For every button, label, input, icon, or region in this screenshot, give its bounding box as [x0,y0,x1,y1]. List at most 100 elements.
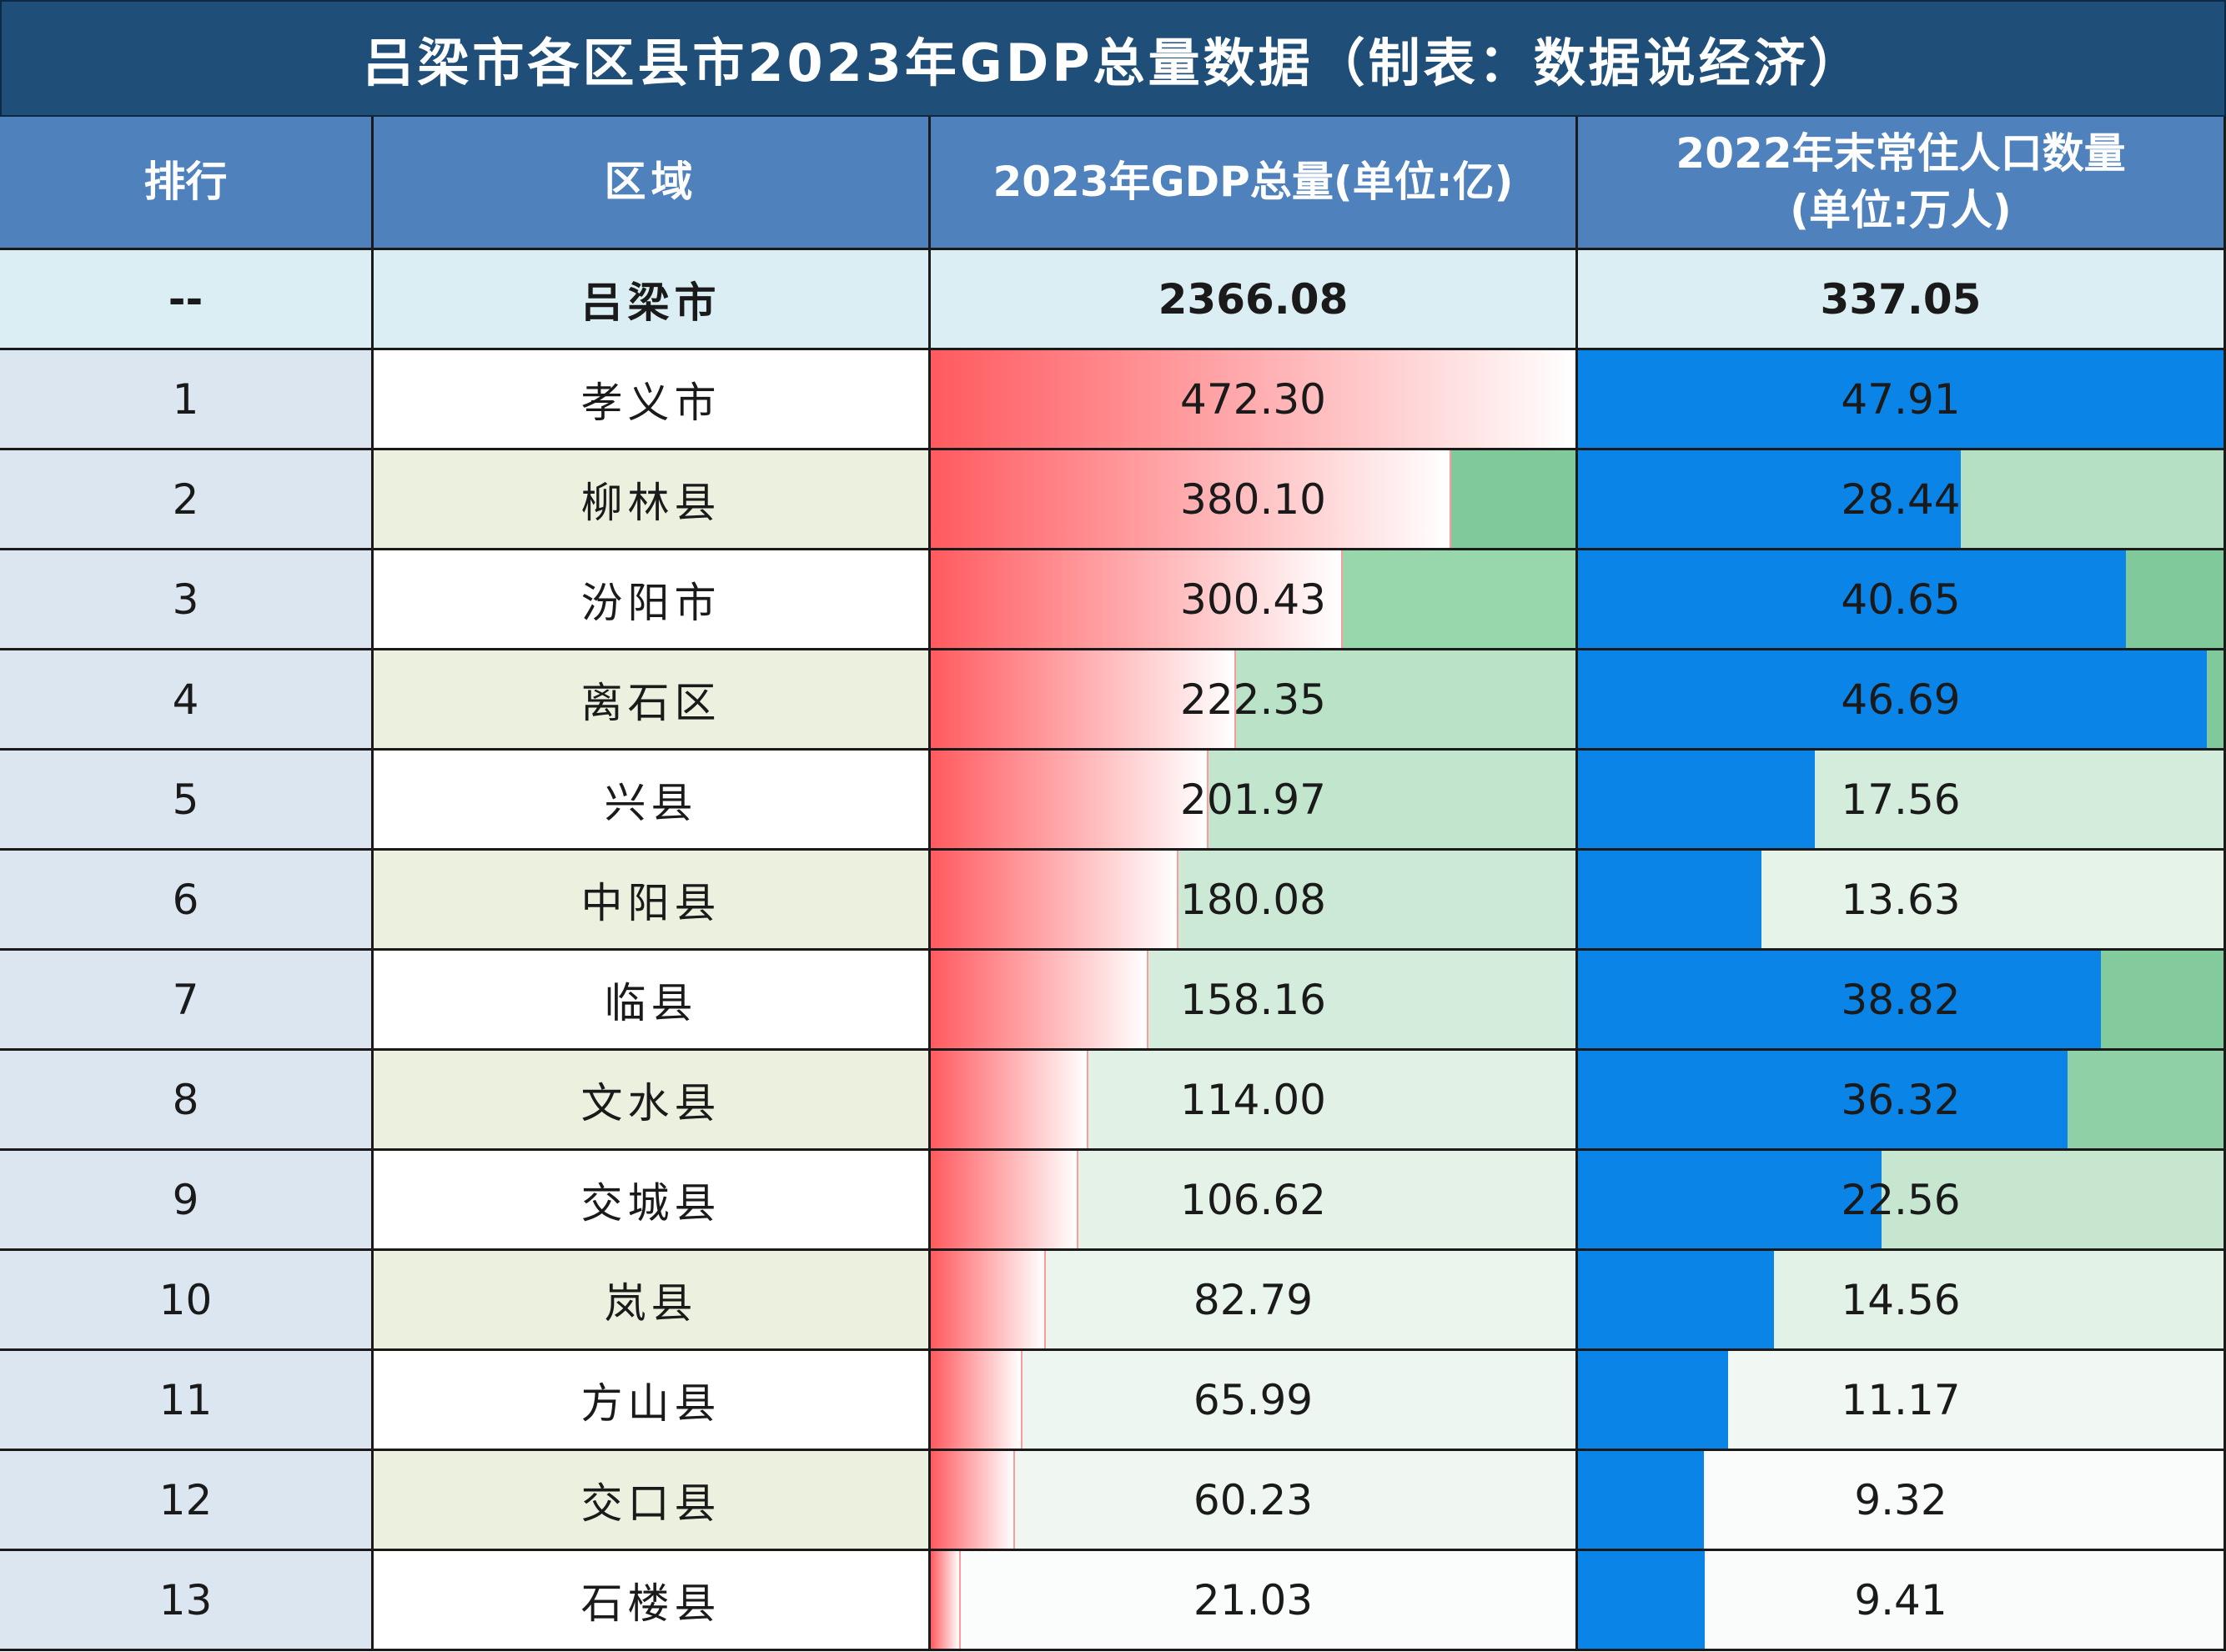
header-population-line1: 2022年末常住人口数量 [1676,129,2126,178]
gdp-data-bar [931,751,1208,848]
row-region: 中阳县 [374,851,931,951]
row-rank: 9 [0,1151,374,1251]
population-data-bar [1578,550,2126,648]
gdp-data-bar [931,1051,1088,1148]
row-gdp-cell: 180.08 [931,851,1578,951]
population-data-bar [1578,751,1815,848]
gdp-data-bar [931,350,1575,448]
row-region: 汾阳市 [374,550,931,650]
row-region: 孝义市 [374,350,931,450]
header-row: 排行 区域 2023年GDP总量(单位:亿) 2022年末常住人口数量 (单位:… [0,117,2226,250]
gdp-data-bar [931,550,1343,648]
row-region: 交口县 [374,1451,931,1551]
table-title: 吕梁市各区县市2023年GDP总量数据（制表：数据说经济） [0,0,2226,117]
row-population-cell: 14.56 [1578,1251,2226,1351]
population-data-bar [1578,1051,2068,1148]
row-region: 岚县 [374,1251,931,1351]
row-population-value: 13.63 [1841,875,1961,924]
total-row: -- 吕梁市 2366.08 337.05 [0,250,2226,350]
row-rank: 11 [0,1351,374,1451]
gdp-data-bar [931,1451,1015,1549]
row-population-cell: 28.44 [1578,450,2226,550]
row-gdp-cell: 65.99 [931,1351,1578,1451]
row-population-value: 9.41 [1854,1575,1947,1624]
population-data-bar [1578,350,2223,448]
row-region: 文水县 [374,1051,931,1151]
gdp-data-bar [931,1151,1078,1248]
table-row: 1 孝义市 472.30 47.91 [0,350,2226,450]
row-population-value: 36.32 [1841,1075,1961,1124]
row-population-value: 28.44 [1841,475,1961,524]
gdp-data-bar [931,1351,1023,1449]
gdp-data-bar [931,851,1178,948]
gdp-cell-background [931,1551,1575,1649]
row-population-cell: 11.17 [1578,1351,2226,1451]
row-rank: 8 [0,1051,374,1151]
table-row: 4 离石区 222.35 46.69 [0,650,2226,751]
table-row: 6 中阳县 180.08 13.63 [0,851,2226,951]
gdp-cell-background [931,1351,1575,1449]
row-gdp-value: 60.23 [1193,1475,1314,1524]
row-region: 方山县 [374,1351,931,1451]
row-gdp-cell: 300.43 [931,550,1578,650]
row-gdp-value: 106.62 [1180,1175,1326,1224]
table-row: 3 汾阳市 300.43 40.65 [0,550,2226,650]
row-gdp-value: 180.08 [1180,875,1326,924]
row-rank: 6 [0,851,374,951]
row-population-value: 11.17 [1841,1375,1961,1424]
row-rank: 12 [0,1451,374,1551]
row-rank: 7 [0,951,374,1051]
header-region: 区域 [374,117,931,250]
table-row: 8 文水县 114.00 36.32 [0,1051,2226,1151]
population-data-bar [1578,650,2208,748]
population-data-bar [1578,1251,1775,1348]
gdp-cell-background [931,1451,1575,1549]
population-data-bar [1578,450,1962,548]
row-gdp-value: 222.35 [1180,675,1326,724]
row-rank: 1 [0,350,374,450]
row-gdp-cell: 60.23 [931,1451,1578,1551]
row-population-value: 22.56 [1841,1175,1961,1224]
row-gdp-cell: 201.97 [931,751,1578,851]
total-gdp: 2366.08 [931,250,1578,350]
gdp-data-bar [931,650,1236,748]
row-population-value: 46.69 [1841,675,1961,724]
row-gdp-value: 201.97 [1180,775,1326,824]
table-row: 10 岚县 82.79 14.56 [0,1251,2226,1351]
row-population-cell: 47.91 [1578,350,2226,450]
table-row: 9 交城县 106.62 22.56 [0,1151,2226,1251]
row-population-cell: 9.41 [1578,1551,2226,1651]
row-gdp-cell: 380.10 [931,450,1578,550]
population-data-bar [1578,951,2102,1048]
row-gdp-cell: 82.79 [931,1251,1578,1351]
row-population-value: 40.65 [1841,575,1961,624]
row-gdp-value: 65.99 [1193,1375,1314,1424]
row-gdp-value: 82.79 [1193,1275,1314,1324]
row-rank: 4 [0,650,374,751]
row-rank: 3 [0,550,374,650]
row-region: 石楼县 [374,1551,931,1651]
gdp-data-bar [931,1251,1046,1348]
row-gdp-value: 472.30 [1180,374,1326,424]
table-row: 2 柳林县 380.10 28.44 [0,450,2226,550]
table-row: 7 临县 158.16 38.82 [0,951,2226,1051]
row-population-value: 38.82 [1841,975,1961,1024]
gdp-data-bar [931,450,1452,548]
population-data-bar [1578,1151,1882,1248]
row-region: 离石区 [374,650,931,751]
row-population-cell: 9.32 [1578,1451,2226,1551]
row-rank: 10 [0,1251,374,1351]
row-population-value: 17.56 [1841,775,1961,824]
row-gdp-cell: 158.16 [931,951,1578,1051]
population-data-bar [1578,1551,1706,1649]
row-population-cell: 40.65 [1578,550,2226,650]
row-gdp-cell: 472.30 [931,350,1578,450]
row-population-cell: 13.63 [1578,851,2226,951]
header-rank: 排行 [0,117,374,250]
row-gdp-value: 114.00 [1180,1075,1326,1124]
row-gdp-value: 21.03 [1193,1575,1314,1624]
row-gdp-value: 158.16 [1180,975,1326,1024]
gdp-data-bar [931,1551,962,1649]
row-gdp-cell: 106.62 [931,1151,1578,1251]
row-population-cell: 38.82 [1578,951,2226,1051]
